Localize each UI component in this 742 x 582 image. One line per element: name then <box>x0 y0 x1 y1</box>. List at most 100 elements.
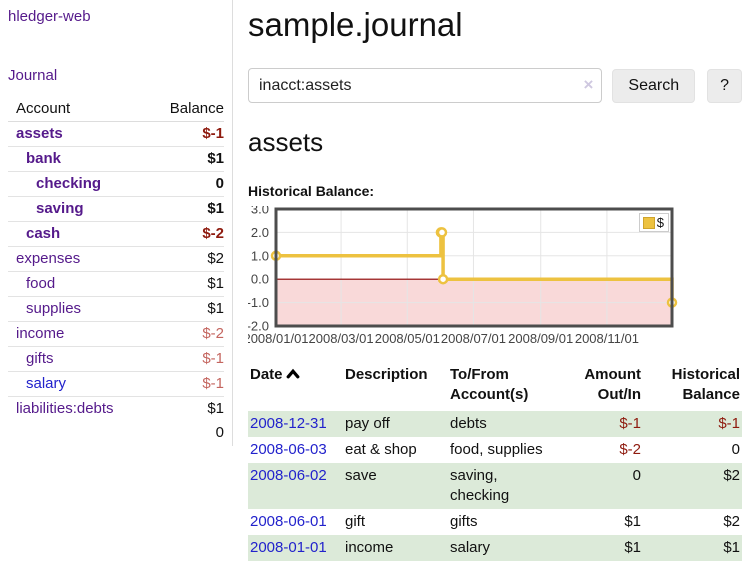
register-balance-cell: $-1 <box>718 415 740 432</box>
search-button[interactable]: Search <box>612 68 696 103</box>
accounts-total-row: 0 <box>8 421 224 445</box>
chart-title: Historical Balance: <box>248 183 375 199</box>
register-accounts-cell: gifts <box>450 513 478 530</box>
register-header-balance: Historical Balance <box>671 366 740 403</box>
sort-ascending-icon <box>286 368 299 379</box>
account-balance: $1 <box>143 296 224 322</box>
svg-text:2008/01/01: 2008/01/01 <box>248 331 309 346</box>
account-cell: expenses <box>8 246 144 272</box>
register-date-cell: 2008-06-01 <box>248 509 343 535</box>
svg-text:2008/07/01: 2008/07/01 <box>441 331 506 346</box>
historical-balance-chart[interactable]: 3.0 2.0 1.0 0.0 -1.0 -2.0 2008/01/01 2008/03/01… <box>243 202 680 349</box>
account-cell: assets <box>8 122 144 147</box>
register-date-cell: 2008-06-03 <box>248 437 343 463</box>
register-header-amount: Amount Out/In <box>584 366 641 403</box>
search-form: × Search ? <box>248 68 742 103</box>
account-cell: saving <box>8 196 144 222</box>
account-cell: cash <box>8 221 144 247</box>
sidebar-account-link[interactable]: expenses <box>16 250 81 267</box>
chart-legend: $ <box>638 213 669 232</box>
sidebar-account-link[interactable]: food <box>26 275 56 292</box>
register-row: 2008-01-01 income salary $1 $1 <box>248 535 742 561</box>
register-row: 2008-06-01 gift gifts $1 $2 <box>248 509 742 535</box>
account-row: salary $-1 <box>8 371 224 397</box>
svg-text:2008/05/01: 2008/05/01 <box>375 331 440 346</box>
clear-search-icon[interactable]: × <box>583 75 594 94</box>
sidebar-account-link[interactable]: income <box>16 325 65 342</box>
sidebar-account-link[interactable]: bank <box>26 150 62 167</box>
register-balance-cell: $1 <box>723 539 740 556</box>
transaction-date-link[interactable]: 2008-06-01 <box>250 513 327 530</box>
accounts-header-balance: Balance <box>143 98 224 122</box>
search-box: × <box>248 68 603 103</box>
sidebar-item-journal[interactable]: Journal <box>8 67 58 84</box>
register-row: 2008-12-31 pay off debts $-1 $-1 <box>248 411 742 437</box>
register-amount-cell: $1 <box>624 513 641 530</box>
register-date-cell: 2008-01-01 <box>248 535 343 561</box>
account-row: saving $1 <box>8 196 224 222</box>
svg-text:-2.0: -2.0 <box>248 319 269 334</box>
register-description-cell: save <box>345 467 377 484</box>
register-balance-cell: $2 <box>723 467 740 484</box>
register-description-cell: eat & shop <box>345 441 417 458</box>
sidebar-account-link[interactable]: salary <box>26 375 67 392</box>
sidebar-account-link[interactable]: liabilities:debts <box>16 400 114 417</box>
transaction-date-link[interactable]: 2008-01-01 <box>250 539 327 556</box>
register-table: Date Description To/From Account(s) Amou… <box>248 365 742 561</box>
account-cell: supplies <box>8 296 144 322</box>
account-balance: $-2 <box>143 221 224 247</box>
account-row: income $-2 <box>8 321 224 347</box>
register-description-cell: pay off <box>345 415 390 432</box>
register-accounts-cell: salary <box>450 539 491 556</box>
account-cell: food <box>8 271 144 297</box>
svg-text:3.0: 3.0 <box>251 206 269 217</box>
sidebar-account-link[interactable]: saving <box>36 200 84 217</box>
sidebar-account-link[interactable]: cash <box>26 225 61 242</box>
account-row: food $1 <box>8 271 224 297</box>
account-row: gifts $-1 <box>8 346 224 372</box>
search-input[interactable] <box>248 68 603 103</box>
account-balance: $-1 <box>202 125 224 142</box>
register-row: 2008-06-02 save saving, checking 0 $2 <box>248 463 742 509</box>
register-header-date[interactable]: Date <box>248 365 343 411</box>
transaction-date-link[interactable]: 2008-12-31 <box>250 415 327 432</box>
register-row: 2008-06-03 eat & shop food, supplies $-2 0 <box>248 437 742 463</box>
register-header-row: Date Description To/From Account(s) Amou… <box>248 365 742 411</box>
account-balance: $1 <box>143 146 224 172</box>
register-date-cell: 2008-06-02 <box>248 463 343 509</box>
transaction-date-link[interactable]: 2008-06-02 <box>250 467 327 484</box>
account-cell: salary <box>8 371 144 397</box>
account-row: supplies $1 <box>8 296 224 322</box>
sidebar-account-link[interactable]: checking <box>36 175 102 192</box>
account-heading: assets <box>248 127 324 157</box>
transaction-date-link[interactable]: 2008-06-03 <box>250 441 327 458</box>
register-description-cell: income <box>345 539 394 556</box>
page-title: sample.journal <box>248 6 463 43</box>
account-balance: $1 <box>143 396 224 421</box>
legend-label: $ <box>656 215 664 230</box>
account-row: liabilities:debts $1 <box>8 396 224 421</box>
account-cell: checking <box>8 171 144 197</box>
register-amount-cell: 0 <box>632 467 641 484</box>
account-cell: gifts <box>8 346 144 372</box>
sidebar-account-link[interactable]: gifts <box>26 350 54 367</box>
account-row: cash $-2 <box>8 221 224 247</box>
account-balance: $1 <box>143 271 224 297</box>
account-balance: 0 <box>143 171 224 197</box>
account-row: checking 0 <box>8 171 224 197</box>
svg-text:2008/11/01: 2008/11/01 <box>575 331 639 346</box>
register-balance-cell: 0 <box>731 441 740 458</box>
sidebar: hledger-web Journal Account Balance asse… <box>0 0 233 446</box>
register-header-description: Description <box>345 366 428 383</box>
app-title-link[interactable]: hledger-web <box>8 8 91 25</box>
sidebar-account-link[interactable]: assets <box>16 125 63 142</box>
accounts-total-spacer <box>8 421 144 445</box>
account-cell: bank <box>8 146 144 172</box>
accounts-header-account: Account <box>8 98 144 122</box>
help-button[interactable]: ? <box>707 68 742 103</box>
sidebar-account-link[interactable]: supplies <box>26 300 82 317</box>
register-amount-cell: $1 <box>624 539 641 556</box>
register-accounts-cell: debts <box>450 415 487 432</box>
accounts-table: Account Balance assets $-1 bank $1 checking 0… <box>8 98 224 445</box>
